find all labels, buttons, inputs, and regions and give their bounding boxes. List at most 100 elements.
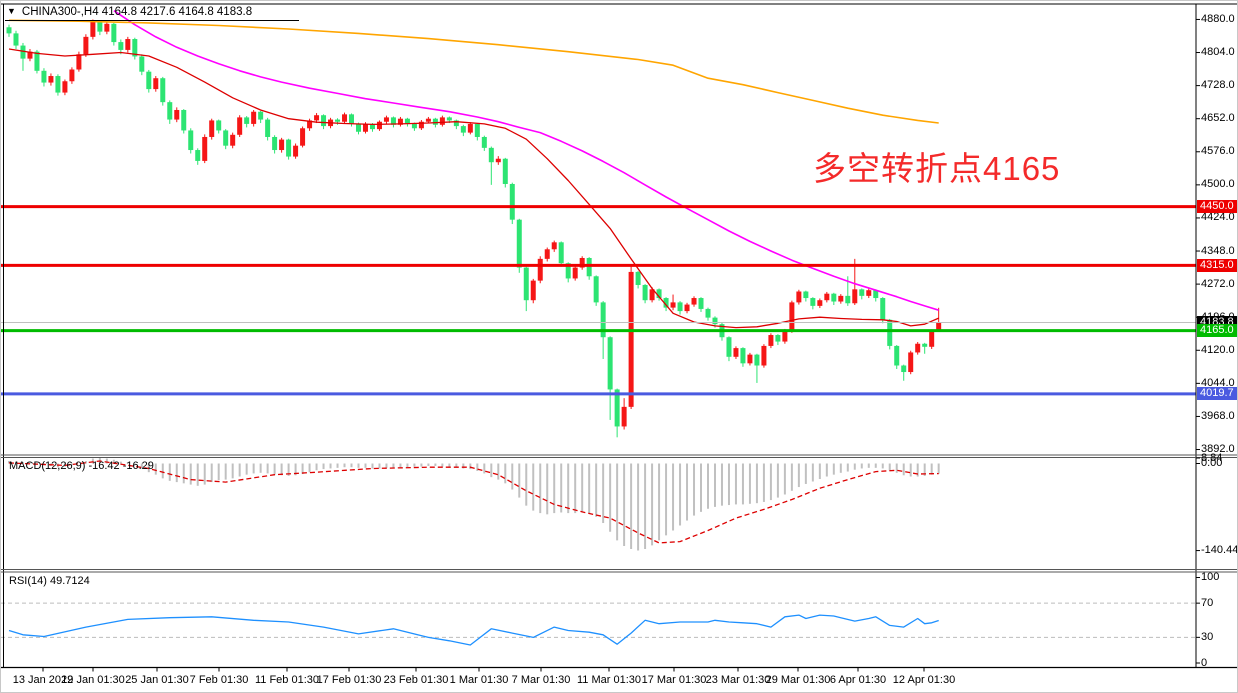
chart-title[interactable]: ▼ CHINA300-,H4 4164.8 4217.6 4164.8 4183.…	[7, 6, 252, 18]
price-axis-label: 4576.0	[1201, 145, 1235, 158]
candle-body	[607, 337, 613, 390]
candle-body	[258, 111, 264, 120]
time-axis-label: 23 Feb 01:30	[383, 674, 449, 686]
price-axis-label: 4500.0	[1201, 178, 1235, 191]
price-axis-label: 4728.0	[1201, 79, 1235, 92]
candle-body	[139, 56, 145, 72]
candle-body	[936, 322, 942, 331]
candle-body	[314, 115, 320, 121]
candle-body	[467, 123, 473, 133]
candle-body	[404, 118, 410, 124]
candle-body	[20, 45, 26, 59]
candle-body	[768, 335, 774, 346]
candle-body	[272, 136, 278, 151]
time-axis-label: 11 Mar 01:30	[576, 674, 642, 686]
time-axis-label: 17 Mar 01:30	[641, 674, 707, 686]
candle-body	[188, 130, 194, 151]
candle-body	[460, 126, 466, 133]
candle-body	[125, 39, 131, 50]
candle-body	[41, 70, 47, 83]
candle-body	[27, 51, 33, 59]
candle-body	[132, 39, 138, 57]
price-axis-label: 4424.0	[1201, 211, 1235, 224]
candle-body	[279, 139, 285, 151]
candle-body	[90, 21, 96, 37]
candle-body	[523, 267, 529, 301]
candle-body	[544, 249, 550, 259]
candle-body	[209, 120, 215, 137]
candle-body	[349, 114, 355, 124]
time-axis-label: 12 Apr 01:30	[892, 674, 956, 686]
candle-body	[530, 280, 536, 301]
candle-body	[509, 183, 515, 220]
candle-body	[488, 147, 494, 163]
candle-body	[754, 354, 760, 366]
candle-body	[796, 291, 802, 303]
symbol-dropdown-icon[interactable]: ▼	[7, 6, 16, 16]
candle-body	[586, 257, 592, 277]
candle-body	[782, 330, 788, 342]
macd-scale-label: 0.00	[1201, 457, 1223, 469]
candle-body	[712, 317, 718, 325]
candle-body	[146, 71, 152, 90]
macd-indicator-label: MACD(12,26,9) -16.42 -16.29	[9, 460, 154, 472]
time-axis-label: 25 Jan 01:30	[125, 674, 189, 686]
candle-body	[922, 343, 928, 347]
time-axis-label: 7 Feb 01:30	[189, 674, 249, 686]
candle-body	[286, 139, 292, 157]
price-axis-label: 4652.0	[1201, 112, 1235, 125]
candle-body	[62, 81, 68, 93]
candle-body	[831, 293, 837, 302]
candle-body	[929, 330, 935, 347]
candle-body	[397, 118, 403, 125]
candle-body	[48, 76, 54, 83]
time-axis-label: 29 Mar 01:30	[765, 674, 831, 686]
candle-body	[411, 123, 417, 129]
price-axis-label: 4120.0	[1201, 343, 1235, 356]
candle-body	[880, 298, 886, 320]
price-axis-label: 3892.0	[1201, 443, 1235, 456]
candle-body	[369, 123, 375, 130]
candle-body	[265, 119, 271, 137]
candle-body	[174, 109, 180, 120]
macd-scale-label: -140.44	[1201, 544, 1238, 557]
candle-body	[866, 290, 872, 296]
price-axis-label: 4348.0	[1201, 244, 1235, 257]
candle-body	[83, 36, 89, 55]
time-axis-label: 13 Jan 2022	[12, 674, 74, 686]
candle-body	[845, 295, 851, 304]
candle-body	[572, 267, 578, 279]
candle-body	[481, 136, 487, 148]
candle-body	[859, 289, 865, 296]
price-axis-label: 4804.0	[1201, 46, 1235, 59]
rsi-line	[8, 614, 939, 646]
candle-body	[6, 27, 12, 34]
candle-body	[642, 284, 648, 301]
candle-body	[104, 23, 110, 32]
macd-signal-line	[8, 460, 939, 544]
candle-body	[558, 242, 564, 264]
time-axis-label: 11 Feb 01:30	[254, 674, 320, 686]
rsi-scale-label: 70	[1201, 596, 1214, 609]
time-axis-label: 6 Apr 01:30	[829, 674, 887, 686]
candle-body	[775, 335, 781, 342]
candle-body	[733, 348, 739, 357]
candle-body	[244, 117, 250, 124]
candle-body	[600, 302, 606, 338]
rsi-scale-label: 100	[1201, 571, 1220, 583]
candle-body	[670, 302, 676, 308]
candle-body	[55, 76, 61, 93]
price-axis-label: 4044.0	[1201, 376, 1235, 389]
candle-body	[684, 304, 690, 312]
level-price-badge: 4450.0	[1197, 200, 1237, 214]
candle-body	[335, 119, 341, 122]
annotation-text: 多空转折点4165	[813, 150, 1061, 187]
time-axis-label: 23 Mar 01:30	[705, 674, 771, 686]
candle-body	[97, 21, 103, 32]
rsi-scale-label: 30	[1201, 630, 1214, 643]
candle-body	[810, 298, 816, 306]
candle-body	[453, 120, 459, 127]
candle-body	[307, 120, 313, 129]
candle-body	[677, 302, 683, 312]
